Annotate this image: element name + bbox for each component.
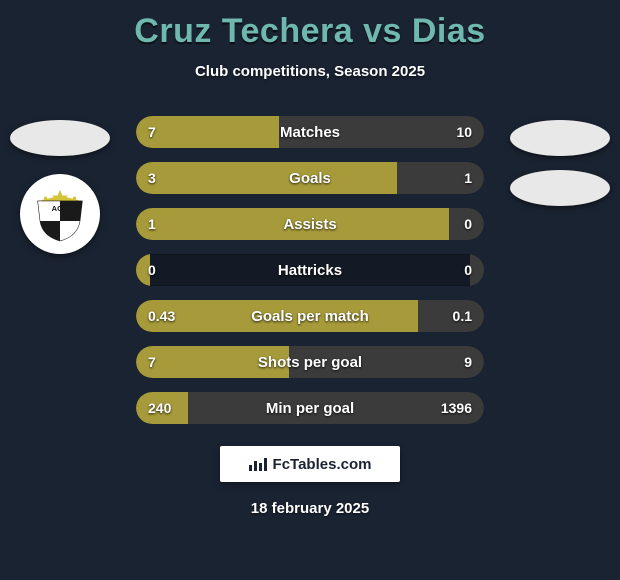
- comparison-stage: ACG Matches710 Goals31 Assists10 Hattricks0…: [0, 110, 620, 440]
- stat-label: Hattricks: [136, 254, 484, 286]
- stat-bar-left: [136, 208, 449, 240]
- club-badge-left: ACG: [20, 174, 100, 254]
- stat-row: Matches710: [136, 116, 484, 148]
- stat-bar-right: [470, 254, 484, 286]
- stat-bar-right: [397, 162, 484, 194]
- player-photo-right: [510, 120, 610, 156]
- stat-row: Assists10: [136, 208, 484, 240]
- player-photo-left: [10, 120, 110, 156]
- stat-bar-left: [136, 300, 418, 332]
- date-text: 18 february 2025: [0, 500, 620, 517]
- brand-logo: FcTables.com: [220, 446, 400, 482]
- stat-row: Goals per match0.430.1: [136, 300, 484, 332]
- brand-text: FcTables.com: [273, 456, 372, 473]
- page-title: Cruz Techera vs Dias: [0, 0, 620, 51]
- stat-bar-right: [289, 346, 484, 378]
- stat-bar-left: [136, 392, 188, 424]
- stat-bar-left: [136, 346, 289, 378]
- stat-bar-right: [188, 392, 484, 424]
- stat-row: Min per goal2401396: [136, 392, 484, 424]
- stat-bar-right: [449, 208, 484, 240]
- stat-bar-left: [136, 116, 279, 148]
- stat-bar-right: [279, 116, 484, 148]
- stat-bar-left: [136, 162, 397, 194]
- stat-row: Shots per goal79: [136, 346, 484, 378]
- shield-icon: ACG: [31, 185, 89, 243]
- stat-bar-left: [136, 254, 150, 286]
- stat-row: Hattricks00: [136, 254, 484, 286]
- svg-text:ACG: ACG: [52, 204, 69, 213]
- stat-row: Goals31: [136, 162, 484, 194]
- stat-bars: Matches710 Goals31 Assists10 Hattricks00 Goa…: [136, 116, 484, 438]
- stat-bar-right: [418, 300, 484, 332]
- club-badge-right: [510, 170, 610, 206]
- page-subtitle: Club competitions, Season 2025: [0, 63, 620, 80]
- bar-chart-icon: [249, 457, 267, 471]
